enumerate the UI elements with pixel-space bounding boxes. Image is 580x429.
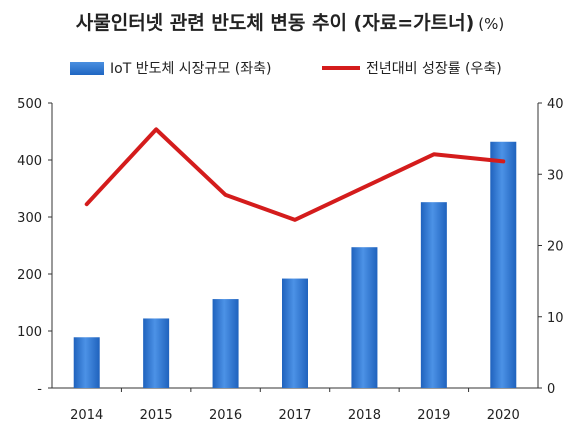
unit-label: (%) — [478, 15, 505, 33]
bar-2018 — [351, 247, 378, 388]
y-right-tick-label: 10 — [547, 311, 564, 326]
chart-title: 사물인터넷 관련 반도체 변동 추이 (자료=가트너) (%) — [0, 8, 580, 35]
y-left-tick-label: 500 — [17, 97, 42, 112]
x-tick-label: 2019 — [417, 408, 450, 423]
x-tick-label: 2016 — [209, 408, 242, 423]
x-tick-label: 2017 — [278, 408, 311, 423]
bar-2019 — [420, 202, 447, 388]
y-right-tick-label: 40 — [547, 97, 564, 112]
bar-2020 — [490, 141, 517, 388]
y-left-tick-label: - — [37, 382, 42, 397]
bar-2017 — [282, 278, 308, 388]
legend-item-line: 전년대비 성장률 (우축) — [322, 58, 502, 78]
y-left-tick-label: 100 — [17, 325, 42, 340]
x-tick-label: 2020 — [487, 408, 520, 423]
y-left-tick-label: 300 — [17, 211, 42, 226]
y-right-tick-label: 30 — [547, 168, 564, 183]
y-right-tick-label: 0 — [547, 382, 555, 397]
bar-2014 — [73, 337, 100, 388]
y-right-tick-label: 20 — [547, 240, 564, 255]
y-left-tick-label: 200 — [17, 268, 42, 283]
legend-item-bar: IoT 반도체 시장규모 (좌축) — [70, 58, 271, 78]
x-tick-label: 2018 — [348, 408, 381, 423]
legend-line-label: 전년대비 성장률 (우축) — [366, 61, 502, 77]
chart-title-text: 사물인터넷 관련 반도체 변동 추이 (자료=가트너) — [75, 12, 475, 34]
y-left-tick-label: 400 — [17, 154, 42, 169]
bar-2016 — [212, 299, 239, 388]
bar-2015 — [143, 318, 170, 388]
legend-bar-label: IoT 반도체 시장규모 (좌축) — [110, 61, 272, 77]
legend-bar-swatch — [70, 61, 104, 75]
x-tick-label: 2014 — [70, 408, 103, 423]
x-tick-label: 2015 — [140, 408, 173, 423]
legend-line-swatch — [322, 66, 360, 70]
